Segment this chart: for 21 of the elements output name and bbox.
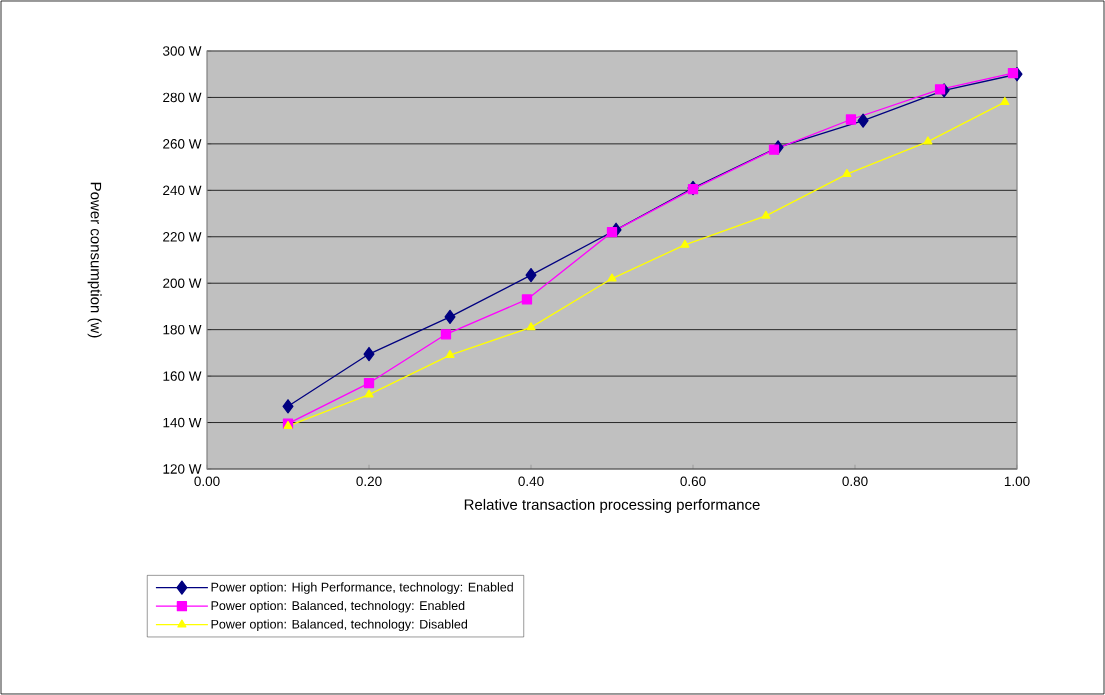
x-tick-label: 0.20 — [356, 476, 382, 487]
y-tick-label: 160 W — [163, 371, 202, 381]
y-tick-label: 220 W — [163, 231, 202, 242]
x-tick-label: 1.00 — [1004, 476, 1030, 487]
y-tick-label: 240 W — [163, 185, 202, 196]
x-tick-label: 0.60 — [680, 476, 706, 487]
x-tick-label: 0.00 — [194, 476, 220, 487]
y-tick-label: 300 W — [162, 46, 202, 56]
y-tick-label: 200 W — [163, 278, 202, 288]
y-tick-label: 120 W — [163, 464, 202, 474]
x-tick-label: 0.80 — [842, 476, 868, 487]
legend-label: Power option: Balanced, technology: Enabled — [211, 600, 465, 613]
legend-label: Power option: Balanced, technology: Disabled — [211, 619, 468, 632]
y-tick-label: 140 W — [163, 417, 202, 428]
x-axis-title: Relative transaction processing performance — [464, 498, 760, 513]
x-tick-label: 0.40 — [518, 476, 544, 487]
y-tick-label: 180 W — [163, 324, 202, 335]
y-axis-title: Power consumption (w) — [87, 182, 102, 338]
legend-label: Power option: High Performance, technology: Enabled — [211, 582, 513, 594]
y-tick-label: 260 W — [163, 139, 202, 149]
y-tick-label: 280 W — [163, 92, 202, 103]
